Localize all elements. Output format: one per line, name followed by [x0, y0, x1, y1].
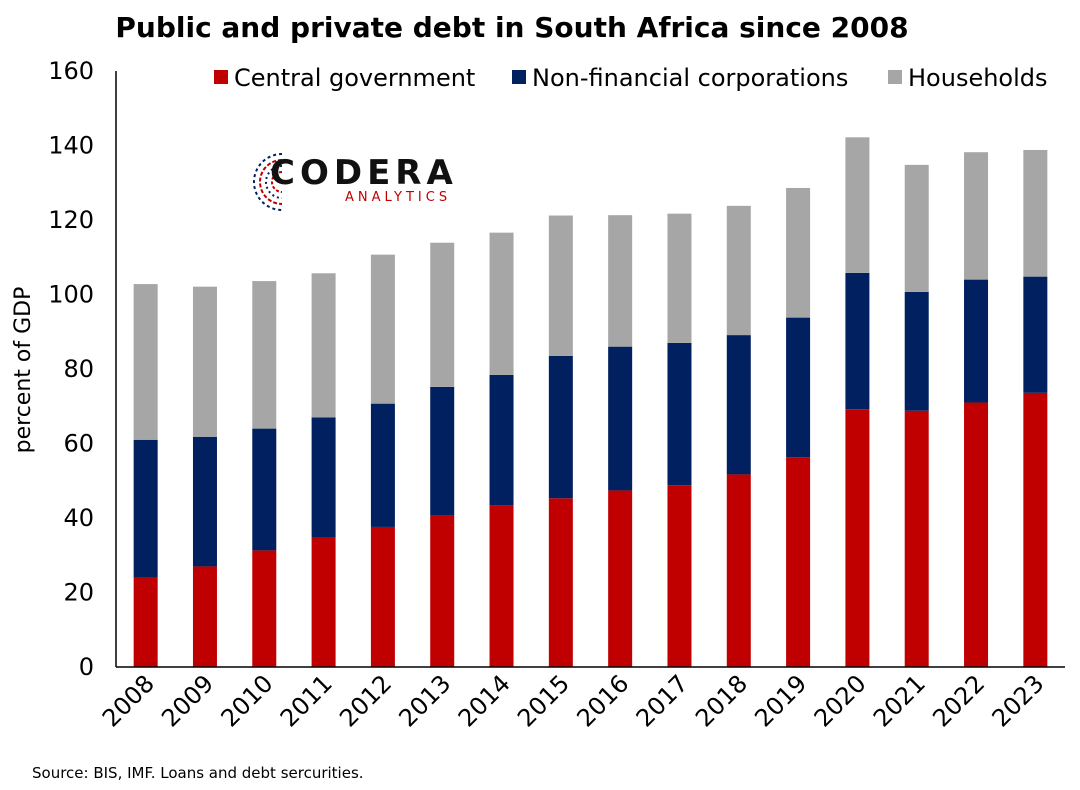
bar-segment-households-2011 — [311, 273, 336, 418]
y-tick-label: 140 — [48, 132, 94, 160]
bar-segment-households-2018 — [726, 205, 751, 336]
legend-swatch — [214, 70, 228, 84]
bars — [133, 137, 1048, 667]
bar-segment-central-government-2009 — [192, 566, 217, 667]
legend: Central government Non-financial corporat… — [214, 64, 1048, 92]
bar-segment-central-government-2013 — [430, 515, 455, 667]
bar-segment-households-2023 — [1023, 149, 1048, 277]
bar-segment-central-government-2016 — [608, 490, 633, 667]
x-tick-label: 2023 — [987, 669, 1050, 732]
bar-segment-central-government-2008 — [133, 577, 158, 667]
bar-segment-households-2009 — [192, 286, 217, 437]
bar-segment-non-financial-corporations-2018 — [726, 335, 751, 475]
bar-segment-non-financial-corporations-2019 — [786, 317, 811, 458]
bar-segment-non-financial-corporations-2009 — [192, 436, 217, 567]
x-tick-label: 2012 — [334, 669, 397, 732]
source-note: Source: BIS, IMF. Loans and debt sercuri… — [32, 764, 364, 782]
y-axis-label: percent of GDP — [11, 287, 36, 454]
y-tick-label: 120 — [48, 206, 94, 234]
bar-segment-non-financial-corporations-2010 — [252, 428, 277, 551]
bar-segment-households-2019 — [786, 187, 811, 318]
chart-title: Public and private debt in South Africa … — [115, 11, 908, 44]
bar-segment-non-financial-corporations-2016 — [608, 346, 633, 491]
bar-segment-households-2014 — [489, 232, 514, 375]
x-tick-label: 2011 — [275, 669, 338, 732]
bar-segment-households-2021 — [904, 164, 929, 292]
codera-logo: CODERA ANALYTICS — [253, 153, 458, 211]
x-tick-label: 2010 — [216, 669, 279, 732]
bar-segment-non-financial-corporations-2012 — [370, 403, 395, 527]
y-tick-label: 160 — [48, 57, 94, 85]
bar-segment-non-financial-corporations-2008 — [133, 439, 158, 578]
bar-segment-non-financial-corporations-2022 — [964, 279, 989, 403]
bar-segment-central-government-2017 — [667, 485, 692, 667]
bar-segment-non-financial-corporations-2015 — [548, 355, 573, 499]
bar-segment-households-2017 — [667, 213, 692, 343]
bar-segment-households-2010 — [252, 281, 277, 429]
x-tick-label: 2014 — [453, 669, 516, 732]
bar-segment-non-financial-corporations-2021 — [904, 291, 929, 411]
y-tick-label: 60 — [63, 430, 94, 458]
x-tick-label: 2021 — [868, 669, 931, 732]
bar-segment-central-government-2010 — [252, 550, 277, 667]
y-tick-label: 40 — [63, 504, 94, 532]
y-tick-label: 20 — [63, 579, 94, 607]
bar-segment-central-government-2021 — [904, 410, 929, 667]
x-tick-label: 2016 — [571, 669, 634, 732]
x-tick-label: 2022 — [927, 669, 990, 732]
bar-segment-non-financial-corporations-2023 — [1023, 276, 1048, 393]
bar-segment-households-2022 — [964, 152, 989, 280]
bar-segment-non-financial-corporations-2017 — [667, 342, 692, 486]
bar-segment-households-2020 — [845, 137, 870, 273]
x-tick-label: 2019 — [749, 669, 812, 732]
bar-segment-central-government-2011 — [311, 536, 336, 667]
x-tick-label: 2015 — [512, 669, 575, 732]
legend-label: Non-financial corporations — [532, 64, 848, 92]
logo-emblem-icon — [253, 153, 283, 211]
x-tick-label: 2009 — [156, 669, 219, 732]
bar-segment-central-government-2023 — [1023, 392, 1048, 667]
legend-label: Households — [908, 64, 1048, 92]
bar-segment-central-government-2015 — [548, 498, 573, 667]
bar-segment-non-financial-corporations-2014 — [489, 374, 514, 506]
bar-segment-households-2016 — [608, 215, 633, 347]
bar-segment-central-government-2012 — [370, 526, 395, 667]
bar-segment-non-financial-corporations-2020 — [845, 272, 870, 410]
y-tick-label: 80 — [63, 355, 94, 383]
bar-segment-central-government-2018 — [726, 474, 751, 667]
legend-swatch — [888, 70, 902, 84]
logo-subtitle: ANALYTICS — [345, 190, 451, 205]
x-tick-label: 2017 — [631, 669, 694, 732]
x-axis-ticks: 2008200920102011201220132014201520162017… — [97, 669, 1050, 732]
legend-swatch — [512, 70, 526, 84]
legend-label: Central government — [234, 64, 475, 92]
bar-segment-households-2008 — [133, 284, 158, 440]
bar-segment-households-2015 — [548, 215, 573, 356]
x-tick-label: 2013 — [393, 669, 456, 732]
x-tick-label: 2008 — [97, 669, 160, 732]
x-tick-label: 2018 — [690, 669, 753, 732]
x-tick-label: 2020 — [809, 669, 872, 732]
bar-segment-households-2013 — [430, 242, 455, 387]
bar-segment-central-government-2020 — [845, 409, 870, 667]
bar-segment-central-government-2014 — [489, 505, 514, 667]
bar-segment-central-government-2022 — [964, 402, 989, 667]
y-axis-ticks: 0 20 40 60 80 100 120 140 160 — [48, 57, 94, 681]
bar-segment-households-2012 — [370, 254, 395, 404]
y-tick-label: 100 — [48, 281, 94, 309]
bar-segment-non-financial-corporations-2011 — [311, 417, 336, 537]
logo-wordmark: CODERA — [270, 153, 458, 193]
bar-segment-non-financial-corporations-2013 — [430, 386, 455, 516]
bar-segment-central-government-2019 — [786, 457, 811, 667]
y-tick-label: 0 — [79, 653, 94, 681]
